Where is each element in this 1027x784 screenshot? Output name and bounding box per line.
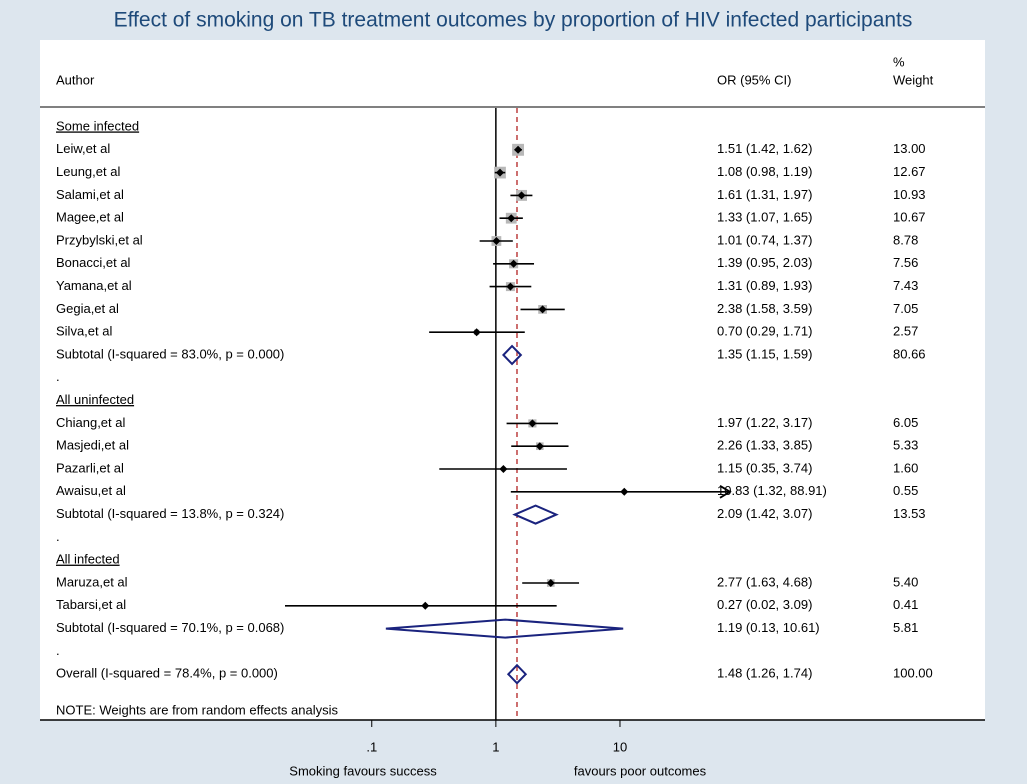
x-tick-label: .1 xyxy=(366,739,377,754)
weight-label: 100.00 xyxy=(893,666,933,681)
study-author: Salami,et al xyxy=(56,187,124,202)
weight-label: 80.66 xyxy=(893,346,926,361)
ci-label: 0.27 (0.02, 3.09) xyxy=(717,597,812,612)
point-estimate xyxy=(528,419,537,428)
study-author: Masjedi,et al xyxy=(56,438,129,453)
point-estimate xyxy=(546,579,555,587)
weight-label: 10.93 xyxy=(893,187,926,202)
spacer: . xyxy=(56,369,60,384)
subtotal-label: Subtotal (I-squared = 70.1%, p = 0.068) xyxy=(56,620,284,635)
weight-label: 1.60 xyxy=(893,460,918,475)
column-header: OR (95% CI) xyxy=(717,72,791,87)
ci-label: 1.97 (1.22, 3.17) xyxy=(717,415,812,430)
group-name: All infected xyxy=(56,552,120,567)
point-estimate xyxy=(538,305,547,314)
point-estimate xyxy=(492,237,501,245)
study-author: Bonacci,et al xyxy=(56,255,131,270)
point-estimate xyxy=(499,465,508,473)
ci-label: 1.33 (1.07, 1.65) xyxy=(717,210,812,225)
study-author: Chiang,et al xyxy=(56,415,125,430)
study-author: Awaisu,et al xyxy=(56,483,126,498)
study-author: Magee,et al xyxy=(56,210,124,225)
point-estimate xyxy=(421,601,430,610)
weight-label: 10.67 xyxy=(893,210,926,225)
group-name: Some infected xyxy=(56,118,139,133)
ci-label: 1.35 (1.15, 1.59) xyxy=(717,346,812,361)
point-estimate xyxy=(496,168,505,177)
study-author: Silva,et al xyxy=(56,324,112,339)
ci-label: 2.77 (1.63, 4.68) xyxy=(717,574,812,589)
weight-label: 7.05 xyxy=(893,301,918,316)
weight-label: 0.41 xyxy=(893,597,918,612)
ci-label: 1.51 (1.42, 1.62) xyxy=(717,141,812,156)
weight-label: 5.40 xyxy=(893,574,918,589)
study-author: Leung,et al xyxy=(56,164,120,179)
weight-label: 7.56 xyxy=(893,255,918,270)
diamond xyxy=(512,504,559,525)
ci-label: 2.38 (1.58, 3.59) xyxy=(717,301,812,316)
study-author: Tabarsi,et al xyxy=(56,597,126,612)
column-header: Author xyxy=(56,72,95,87)
point-estimate xyxy=(620,487,629,496)
ci-arrow xyxy=(719,485,732,499)
ci-label: 2.26 (1.33, 3.85) xyxy=(717,438,812,453)
weight-label: 2.57 xyxy=(893,324,918,339)
column-header: Weight xyxy=(893,72,934,87)
x-tick-label: 10 xyxy=(613,739,627,754)
point-estimate xyxy=(514,145,523,154)
point-estimate xyxy=(472,328,481,337)
subtotal-label: Subtotal (I-squared = 83.0%, p = 0.000) xyxy=(56,346,284,361)
study-author: Yamana,et al xyxy=(56,278,132,293)
chart-title: Effect of smoking on TB treatment outcom… xyxy=(114,9,913,32)
point-estimate xyxy=(506,282,515,291)
x-tick-label: 1 xyxy=(492,739,499,754)
overall-label: Overall (I-squared = 78.4%, p = 0.000) xyxy=(56,666,278,681)
ci-label: 1.48 (1.26, 1.74) xyxy=(717,666,812,681)
point-estimate xyxy=(509,259,518,268)
weight-label: 6.05 xyxy=(893,415,918,430)
ci-label: 2.09 (1.42, 3.07) xyxy=(717,506,812,521)
study-author: Maruza,et al xyxy=(56,574,128,589)
spacer: . xyxy=(56,643,60,658)
ci-label: 1.15 (0.35, 3.74) xyxy=(717,460,812,475)
study-author: Pazarli,et al xyxy=(56,460,124,475)
study-author: Przybylski,et al xyxy=(56,232,143,247)
diamond xyxy=(502,344,523,366)
ci-label: 1.61 (1.31, 1.97) xyxy=(717,187,812,202)
weight-label: 5.81 xyxy=(893,620,918,635)
diamond xyxy=(506,663,528,685)
weight-label: 0.55 xyxy=(893,483,918,498)
ci-label: 1.39 (0.95, 2.03) xyxy=(717,255,812,270)
group-name: All uninfected xyxy=(56,392,134,407)
column-header: % xyxy=(893,54,905,69)
point-estimate xyxy=(535,442,544,451)
ci-label: 1.01 (0.74, 1.37) xyxy=(717,232,812,247)
ci-label: 1.19 (0.13, 10.61) xyxy=(717,620,820,635)
weight-label: 5.33 xyxy=(893,438,918,453)
point-estimate xyxy=(507,214,516,223)
weight-label: 7.43 xyxy=(893,278,918,293)
note: NOTE: Weights are from random effects an… xyxy=(56,702,339,717)
ci-label: 1.31 (0.89, 1.93) xyxy=(717,278,812,293)
x-axis-label: Smoking favours success xyxy=(289,763,437,778)
ci-label: 1.08 (0.98, 1.19) xyxy=(717,164,812,179)
weight-label: 12.67 xyxy=(893,164,926,179)
weight-label: 13.00 xyxy=(893,141,926,156)
plot-area xyxy=(40,40,985,720)
weight-label: 8.78 xyxy=(893,232,918,247)
diamond xyxy=(385,618,624,639)
ci-label: 0.70 (0.29, 1.71) xyxy=(717,324,812,339)
subtotal-label: Subtotal (I-squared = 13.8%, p = 0.324) xyxy=(56,506,284,521)
study-author: Leiw,et al xyxy=(56,141,110,156)
spacer: . xyxy=(56,529,60,544)
x-axis-label: favours poor outcomes xyxy=(574,763,707,778)
weight-label: 13.53 xyxy=(893,506,926,521)
point-estimate xyxy=(517,191,526,200)
study-author: Gegia,et al xyxy=(56,301,119,316)
ci-label: 10.83 (1.32, 88.91) xyxy=(717,483,827,498)
